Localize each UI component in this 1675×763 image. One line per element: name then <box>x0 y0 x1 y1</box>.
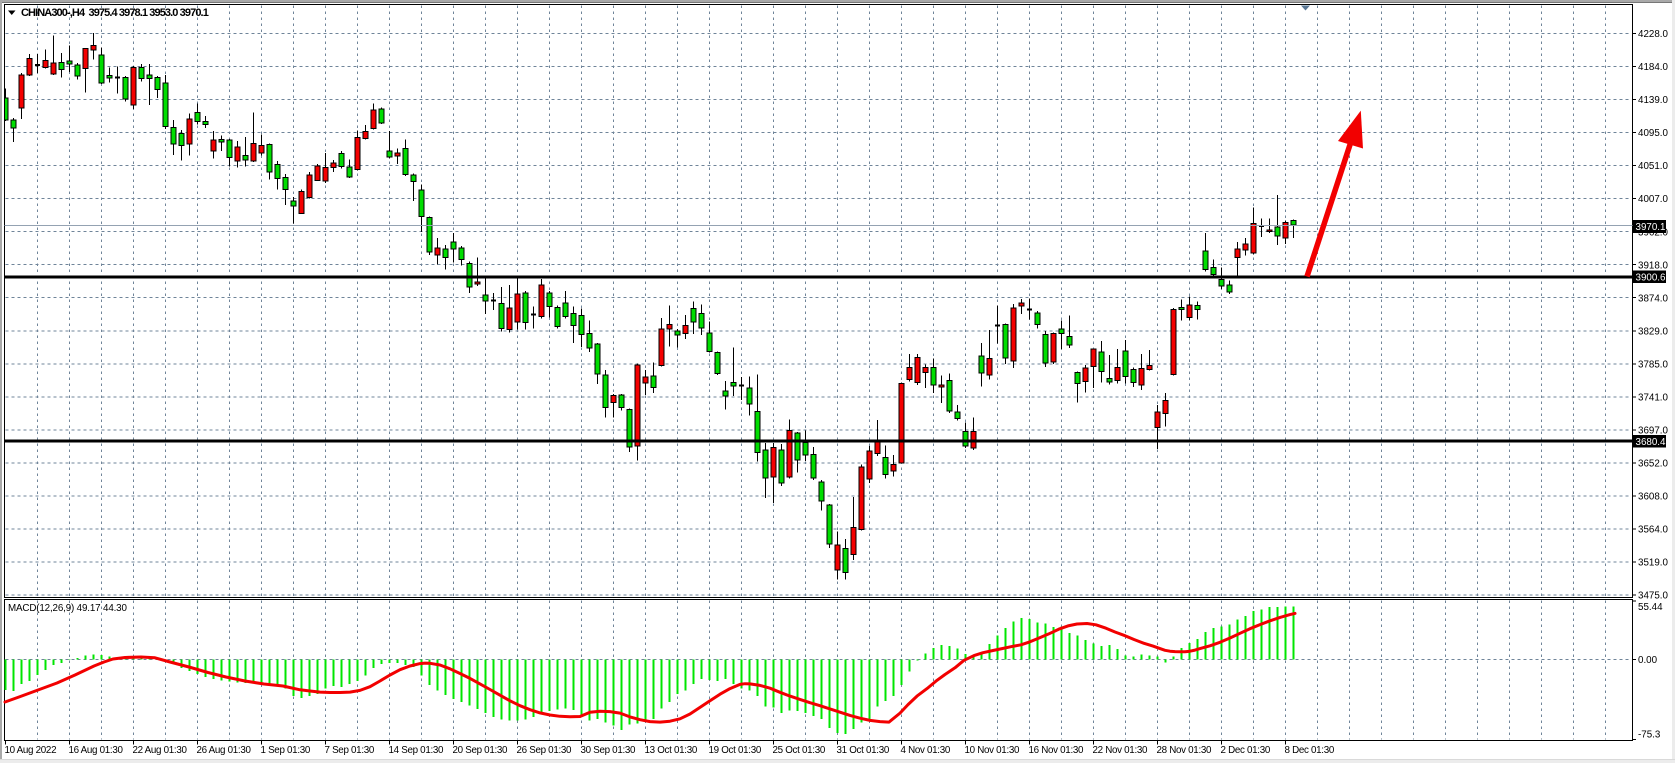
svg-text:14 Sep 01:30: 14 Sep 01:30 <box>389 745 445 756</box>
svg-text:1 Sep 01:30: 1 Sep 01:30 <box>261 745 311 756</box>
svg-text:22 Aug 01:30: 22 Aug 01:30 <box>133 745 188 756</box>
svg-text:2 Dec 01:30: 2 Dec 01:30 <box>1221 745 1271 756</box>
svg-text:4184.0: 4184.0 <box>1638 62 1669 73</box>
svg-text:16 Aug 01:30: 16 Aug 01:30 <box>69 745 124 756</box>
svg-text:13 Oct 01:30: 13 Oct 01:30 <box>645 745 698 756</box>
svg-text:30 Sep 01:30: 30 Sep 01:30 <box>581 745 637 756</box>
svg-text:19 Oct 01:30: 19 Oct 01:30 <box>709 745 762 756</box>
svg-text:20 Sep 01:30: 20 Sep 01:30 <box>453 745 509 756</box>
svg-text:4 Nov 01:30: 4 Nov 01:30 <box>901 745 951 756</box>
svg-text:3680.4: 3680.4 <box>1636 437 1667 448</box>
svg-text:3697.0: 3697.0 <box>1638 426 1669 437</box>
svg-text:4228.0: 4228.0 <box>1638 29 1669 40</box>
svg-text:3608.0: 3608.0 <box>1638 492 1669 503</box>
svg-text:55.44: 55.44 <box>1638 602 1663 613</box>
svg-text:26 Sep 01:30: 26 Sep 01:30 <box>517 745 573 756</box>
svg-text:25 Oct 01:30: 25 Oct 01:30 <box>773 745 826 756</box>
svg-text:22 Nov 01:30: 22 Nov 01:30 <box>1093 745 1149 756</box>
svg-text:3475.0: 3475.0 <box>1638 591 1669 602</box>
svg-text:3564.0: 3564.0 <box>1638 525 1669 536</box>
svg-text:3519.0: 3519.0 <box>1638 558 1669 569</box>
svg-text:3785.0: 3785.0 <box>1638 359 1669 370</box>
svg-text:4007.0: 4007.0 <box>1638 194 1669 205</box>
svg-text:31 Oct 01:30: 31 Oct 01:30 <box>837 745 890 756</box>
svg-text:-75.3: -75.3 <box>1638 730 1661 741</box>
svg-text:0.00: 0.00 <box>1638 655 1658 666</box>
svg-text:MACD(12,26,9) 49.17 44.30: MACD(12,26,9) 49.17 44.30 <box>8 603 127 614</box>
svg-text:4051.0: 4051.0 <box>1638 161 1669 172</box>
svg-text:26 Aug 01:30: 26 Aug 01:30 <box>197 745 252 756</box>
svg-text:3874.0: 3874.0 <box>1638 293 1669 304</box>
svg-text:3829.0: 3829.0 <box>1638 326 1669 337</box>
svg-text:CHINA300-,H4 3975.4 3978.1 39: CHINA300-,H4 3975.4 3978.1 3953.0 3970.1 <box>21 7 209 19</box>
svg-text:7 Sep 01:30: 7 Sep 01:30 <box>325 745 375 756</box>
svg-text:3918.0: 3918.0 <box>1638 260 1669 271</box>
svg-text:3741.0: 3741.0 <box>1638 392 1669 403</box>
svg-text:16 Nov 01:30: 16 Nov 01:30 <box>1029 745 1085 756</box>
svg-text:10 Nov 01:30: 10 Nov 01:30 <box>965 745 1021 756</box>
svg-text:8 Dec 01:30: 8 Dec 01:30 <box>1285 745 1335 756</box>
svg-text:10 Aug 2022: 10 Aug 2022 <box>5 745 57 756</box>
svg-text:28 Nov 01:30: 28 Nov 01:30 <box>1157 745 1213 756</box>
svg-text:4139.0: 4139.0 <box>1638 95 1669 106</box>
svg-text:3970.1: 3970.1 <box>1636 222 1666 233</box>
svg-text:3652.0: 3652.0 <box>1638 459 1669 470</box>
svg-text:4095.0: 4095.0 <box>1638 128 1669 139</box>
svg-text:3900.6: 3900.6 <box>1636 273 1667 284</box>
